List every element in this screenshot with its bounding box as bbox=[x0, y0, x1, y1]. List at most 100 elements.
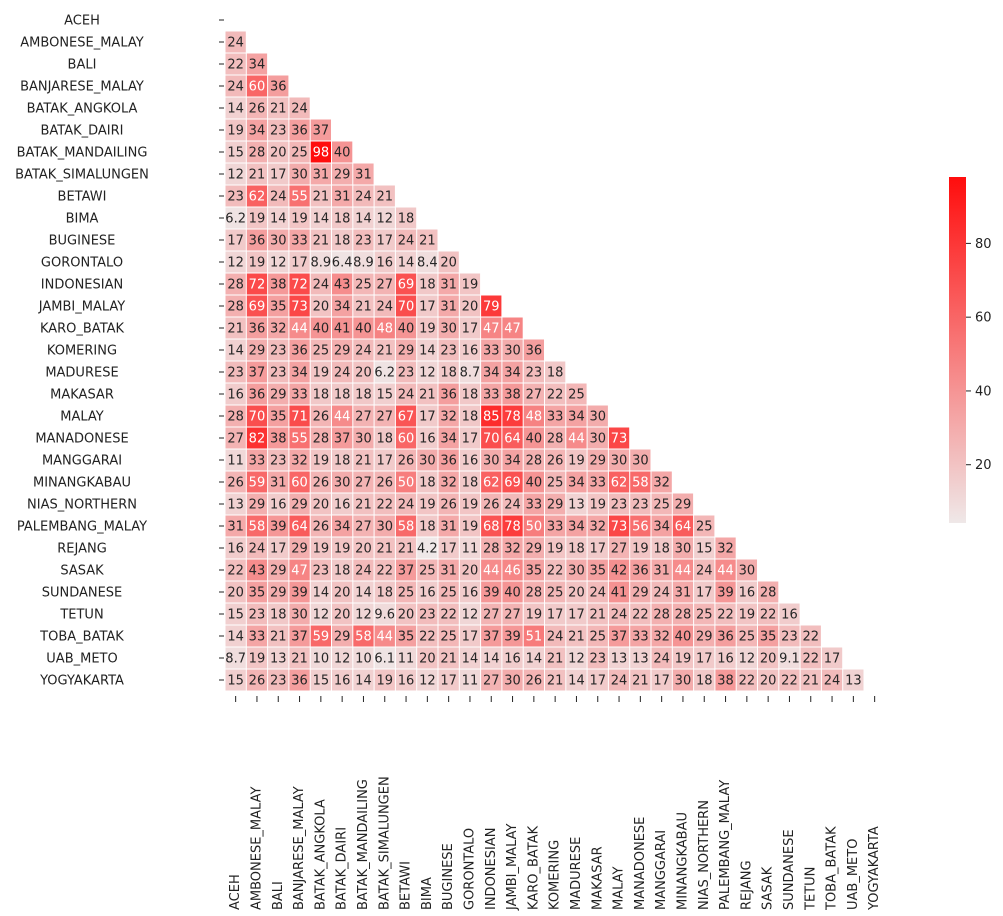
cell-value-label: 29 bbox=[696, 630, 713, 645]
cell-value-label: 25 bbox=[313, 344, 330, 359]
cell-value-label: 18 bbox=[334, 388, 351, 403]
heatmap-cell bbox=[417, 383, 438, 405]
cell-value-label: 44 bbox=[568, 432, 585, 447]
heatmap-cell bbox=[800, 625, 821, 647]
cell-value-label: 20 bbox=[398, 608, 415, 623]
colorbar-tick-label: 20 bbox=[975, 458, 992, 473]
heatmap-cell bbox=[289, 383, 310, 405]
cell-value-label: 34 bbox=[291, 366, 308, 381]
cell-value-label: 59 bbox=[249, 476, 266, 491]
heatmap-cell bbox=[374, 493, 395, 515]
heatmap-cell bbox=[608, 427, 630, 449]
cell-value-label: 44 bbox=[483, 564, 500, 579]
heatmap-cell bbox=[417, 537, 438, 559]
heatmap-cell bbox=[566, 449, 587, 471]
heatmap-cell bbox=[630, 647, 651, 669]
cell-value-label: 29 bbox=[270, 586, 287, 601]
cell-value-label: 73 bbox=[291, 300, 308, 315]
column-tick-label: TETUN bbox=[803, 867, 818, 911]
heatmap-cell bbox=[587, 647, 608, 669]
heatmap-cell bbox=[332, 251, 353, 273]
cell-value-label: 44 bbox=[334, 410, 351, 425]
cell-value-label: 31 bbox=[355, 168, 372, 183]
heatmap-cell bbox=[225, 163, 246, 185]
cell-value-label: 18 bbox=[462, 476, 479, 491]
heatmap-cell bbox=[268, 493, 289, 515]
heatmap-cell bbox=[566, 581, 587, 603]
heatmap-cell bbox=[566, 427, 587, 449]
heatmap-cell bbox=[481, 339, 502, 361]
heatmap-cell bbox=[608, 669, 630, 691]
cell-value-label: 28 bbox=[547, 432, 564, 447]
cell-value-label: 21 bbox=[376, 542, 393, 557]
heatmap-cell bbox=[353, 581, 374, 603]
heatmap-cell bbox=[353, 317, 374, 339]
cell-value-label: 16 bbox=[462, 344, 479, 359]
heatmap-cell bbox=[459, 295, 481, 317]
heatmap-cell bbox=[332, 339, 353, 361]
cell-value-label: 25 bbox=[440, 586, 457, 601]
heatmap-cell bbox=[459, 669, 481, 691]
column-tick-label: BATAK_ANGKOLA bbox=[313, 799, 328, 910]
heatmap-cell bbox=[353, 207, 374, 229]
cell-value-label: 30 bbox=[355, 432, 372, 447]
cell-value-label: 26 bbox=[249, 102, 266, 117]
cell-value-label: 25 bbox=[355, 278, 372, 293]
column-tick-label: REJANG bbox=[739, 860, 754, 910]
heatmap-cell bbox=[523, 647, 544, 669]
cell-value-label: 17 bbox=[227, 234, 244, 249]
heatmap-cell bbox=[502, 339, 523, 361]
heatmap-cell bbox=[502, 427, 523, 449]
heatmap-cell bbox=[651, 647, 672, 669]
heatmap-cell bbox=[395, 559, 417, 581]
heatmap-cell bbox=[246, 75, 268, 97]
cell-value-label: 29 bbox=[632, 586, 649, 601]
heatmap-cell bbox=[310, 515, 331, 537]
cell-value-label: 35 bbox=[270, 300, 287, 315]
cell-value-label: 44 bbox=[675, 564, 692, 579]
cell-value-label: 4.2 bbox=[417, 542, 438, 557]
cell-value-label: 40 bbox=[398, 322, 415, 337]
heatmap-cell bbox=[395, 493, 417, 515]
heatmap-cell bbox=[694, 625, 715, 647]
heatmap-cell bbox=[289, 515, 310, 537]
heatmap-cell bbox=[395, 581, 417, 603]
heatmap-cell bbox=[545, 449, 566, 471]
cell-value-label: 27 bbox=[526, 388, 543, 403]
heatmap-cell bbox=[353, 229, 374, 251]
cell-value-label: 24 bbox=[355, 564, 372, 579]
heatmap-cell bbox=[246, 163, 268, 185]
heatmap-cell bbox=[523, 625, 544, 647]
row-tick-label: NIAS_NORTHERN bbox=[27, 498, 137, 513]
cell-value-label: 28 bbox=[483, 542, 500, 557]
heatmap-cell bbox=[374, 317, 395, 339]
cell-value-label: 14 bbox=[398, 256, 415, 271]
cell-value-label: 22 bbox=[717, 608, 734, 623]
cell-value-label: 16 bbox=[334, 674, 351, 689]
heatmap-cell bbox=[502, 625, 523, 647]
row-tick-label: UAB_METO bbox=[46, 652, 117, 667]
heatmap-cell bbox=[225, 273, 246, 295]
heatmap-cell bbox=[310, 669, 331, 691]
cell-value-label: 16 bbox=[376, 256, 393, 271]
heatmap-cell bbox=[310, 383, 331, 405]
heatmap-cell bbox=[268, 427, 289, 449]
heatmap-cell bbox=[246, 273, 268, 295]
heatmap-cell bbox=[545, 493, 566, 515]
heatmap-cell bbox=[374, 273, 395, 295]
cell-value-label: 17 bbox=[376, 234, 393, 249]
cell-value-label: 72 bbox=[249, 278, 266, 293]
heatmap-cell bbox=[289, 185, 310, 207]
heatmap-cell bbox=[268, 647, 289, 669]
cell-value-label: 38 bbox=[717, 674, 734, 689]
heatmap-cell bbox=[481, 559, 502, 581]
cell-value-label: 35 bbox=[760, 630, 777, 645]
cell-value-label: 17 bbox=[376, 454, 393, 469]
cell-value-label: 21 bbox=[249, 168, 266, 183]
column-tick-label: BATAK_MANDAILING bbox=[356, 779, 371, 910]
heatmap-cell bbox=[502, 537, 523, 559]
cell-value-label: 78 bbox=[504, 520, 521, 535]
cell-value-label: 32 bbox=[589, 520, 606, 535]
column-tick-label: JAMBI_MALAY bbox=[505, 823, 520, 911]
heatmap-cell bbox=[310, 493, 331, 515]
